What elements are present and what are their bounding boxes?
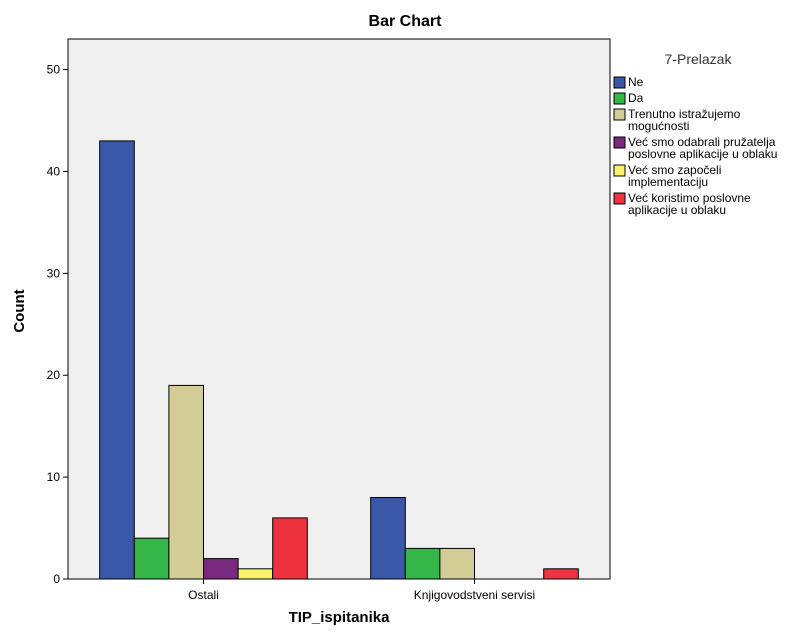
x-axis-title: TIP_ispitanika (289, 609, 391, 626)
bar (272, 517, 308, 580)
bar (203, 558, 239, 580)
chart-title: Bar Chart (369, 13, 443, 30)
bar (543, 568, 579, 580)
legend-label: Već smo odabrali pružatelja poslovne apli… (628, 135, 777, 161)
bar (439, 547, 475, 580)
legend-swatch (613, 108, 626, 121)
bar (237, 568, 274, 580)
legend-swatch (613, 136, 626, 149)
y-axis-title: Count (11, 289, 28, 332)
x-tick-label: Ostali (188, 588, 219, 602)
bar (168, 384, 204, 580)
legend-label: Da (628, 91, 644, 105)
legend: 7-Prelazak Ne Da Trenutno istražujemo moguć… (613, 51, 777, 217)
legend-swatch (613, 192, 626, 205)
y-tick-label: 40 (47, 164, 61, 178)
y-tick-label: 10 (47, 470, 61, 484)
y-tick-label: 30 (47, 266, 61, 280)
bar (370, 497, 406, 580)
legend-swatch (613, 92, 626, 105)
bar (133, 537, 170, 580)
legend-label: Ne (628, 75, 644, 89)
bar (404, 547, 441, 580)
y-tick-label: 0 (53, 572, 60, 586)
legend-swatch (613, 164, 626, 177)
plot-frame (67, 38, 611, 580)
x-axis: Ostali Knjigovodstveni servisi (188, 579, 535, 602)
y-tick-label: 50 (47, 63, 61, 77)
y-axis: 0 10 20 30 40 50 (47, 63, 68, 586)
legend-label: Trenutno istražujemo mogućnosti (628, 107, 741, 133)
legend-label: Već smo započeli implementaciju (628, 163, 721, 189)
x-tick-label: Knjigovodstveni servisi (414, 588, 535, 602)
legend-title: 7-Prelazak (665, 51, 733, 67)
legend-label: Već koristimo poslovne aplikacije u oblak… (628, 191, 751, 217)
legend-swatch (613, 76, 626, 89)
y-tick-label: 20 (47, 368, 61, 382)
bar (99, 140, 135, 580)
plot-area (67, 38, 611, 580)
